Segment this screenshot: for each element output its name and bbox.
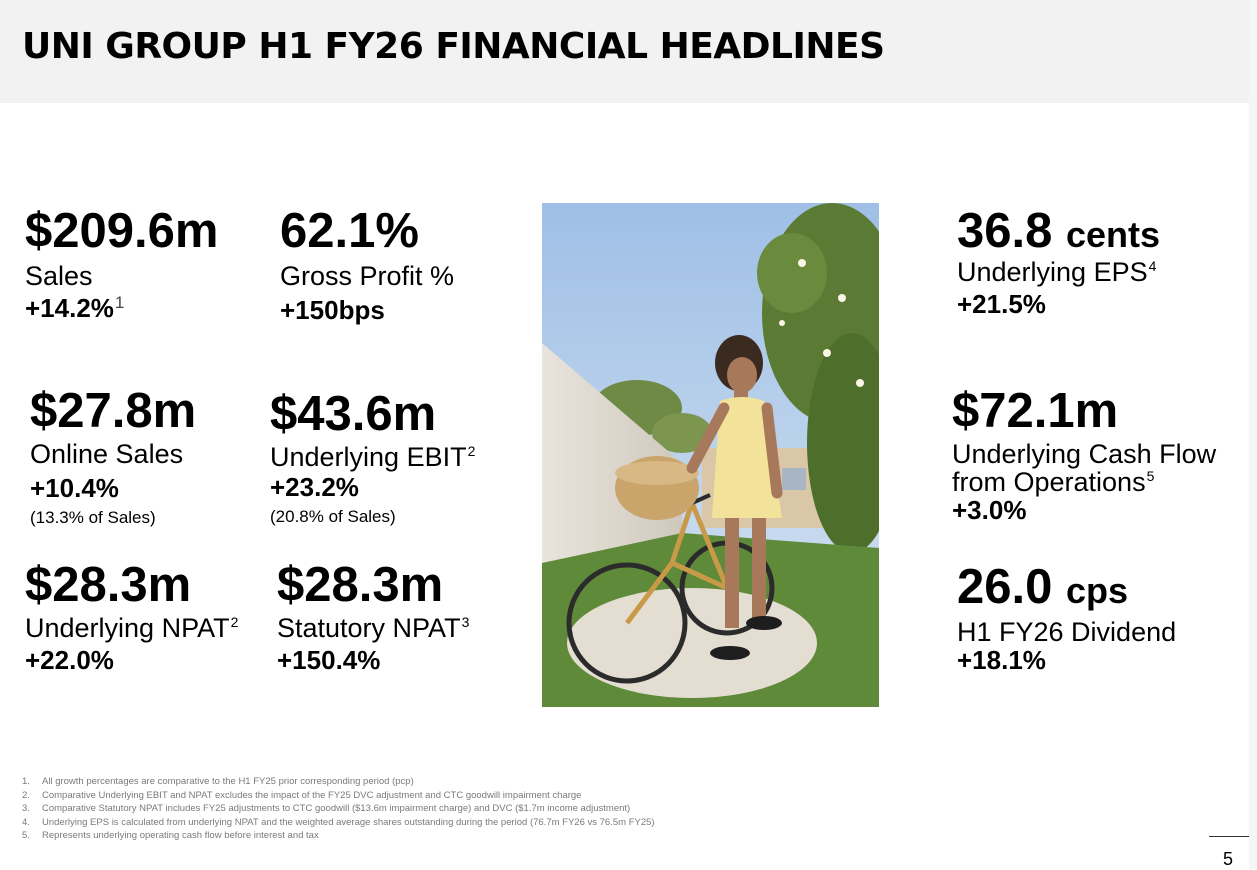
metric-label: Sales (25, 261, 93, 291)
woman-with-bicycle-image (542, 203, 879, 707)
slide-edge (1249, 0, 1257, 869)
metric-underlying-ebit: $43.6m Underlying EBIT2 +23.2% (20.8% of… (270, 390, 475, 529)
lifestyle-photo (542, 203, 879, 707)
slide-title: UNI GROUP H1 FY26 FINANCIAL HEADLINES (22, 26, 885, 67)
metric-unit: cents (1066, 214, 1161, 255)
metric-online-sales: $27.8m Online Sales +10.4% (13.3% of Sal… (30, 387, 196, 530)
page-number: 5 (1223, 849, 1234, 869)
metric-label: Statutory NPAT3 (277, 613, 470, 643)
metric-value: $28.3m (25, 558, 192, 612)
metric-growth: +10.4% (30, 473, 119, 504)
footnote-item: 3. Comparative Statutory NPAT includes FY… (22, 803, 631, 814)
metric-growth: +18.1% (957, 645, 1046, 676)
metric-value: $72.1m (952, 384, 1119, 438)
footnote-ref: 5 (1146, 468, 1155, 485)
footnote-ref: 2 (230, 614, 239, 630)
metric-label: Underlying NPAT2 (25, 613, 239, 643)
metric-growth: +23.2% (270, 472, 359, 503)
metric-value: $28.3m (277, 558, 444, 612)
metric-label: Gross Profit % (280, 261, 455, 291)
metric-growth: +150.4% (277, 645, 381, 676)
metric-statutory-npat: $28.3m Statutory NPAT3 +150.4% (277, 561, 469, 676)
footnote-ref: 2 (467, 443, 476, 459)
metric-label: Underlying Cash Flow from Operations5 (952, 439, 1217, 498)
metric-cash-flow: $72.1m Underlying Cash Flow from Operatio… (952, 387, 1216, 524)
metric-underlying-npat: $28.3m Underlying NPAT2 +22.0% (25, 561, 238, 676)
footnote-item: 4. Underlying EPS is calculated from unde… (22, 816, 655, 828)
metric-growth: +14.2%1 (25, 293, 125, 324)
header-band: UNI GROUP H1 FY26 FINANCIAL HEADLINES (0, 0, 1249, 103)
page-number-rule (1209, 836, 1249, 837)
metric-label: H1 FY26 Dividend (957, 617, 1177, 647)
footnote-ref: 3 (461, 614, 470, 630)
metric-label: Online Sales (30, 439, 184, 469)
metric-growth: +150bps (280, 295, 385, 326)
metric-growth: +21.5% (957, 289, 1046, 320)
metric-unit: cps (1066, 570, 1129, 611)
footnote-ref: 1 (114, 293, 125, 313)
metric-underlying-eps: 36.8 cents Underlying EPS4 +21.5% (957, 207, 1160, 320)
metric-value: $43.6m (270, 387, 437, 441)
metric-value: $209.6m (25, 204, 219, 258)
metric-sales: $209.6m Sales +14.2%1 (25, 207, 218, 324)
metric-value: 62.1% (280, 204, 419, 258)
metric-gross-profit: 62.1% Gross Profit % +150bps (280, 207, 454, 326)
metric-dividend: 26.0 cps H1 FY26 Dividend +18.1% (957, 563, 1176, 674)
metric-label: Underlying EBIT2 (270, 442, 476, 472)
footnote-item: 5. Represents underlying operating cash f… (22, 830, 319, 841)
metric-value: 36.8 cents (957, 204, 1161, 258)
metric-growth: +22.0% (25, 645, 114, 676)
footnotes: 1. All growth percentages are comparative… (22, 775, 655, 843)
metric-value: 26.0 cps (957, 560, 1129, 614)
footnote-item: 1. All growth percentages are comparative… (22, 776, 414, 787)
metric-label: Underlying EPS4 (957, 257, 1157, 287)
footnote-ref: 4 (1148, 258, 1157, 274)
metric-growth: +3.0% (952, 494, 1027, 525)
metric-note: (20.8% of Sales) (270, 507, 396, 527)
metric-value: $27.8m (30, 384, 197, 438)
metric-note: (13.3% of Sales) (30, 508, 156, 528)
footnote-item: 2. Comparative Underlying EBIT and NPAT e… (22, 789, 582, 801)
